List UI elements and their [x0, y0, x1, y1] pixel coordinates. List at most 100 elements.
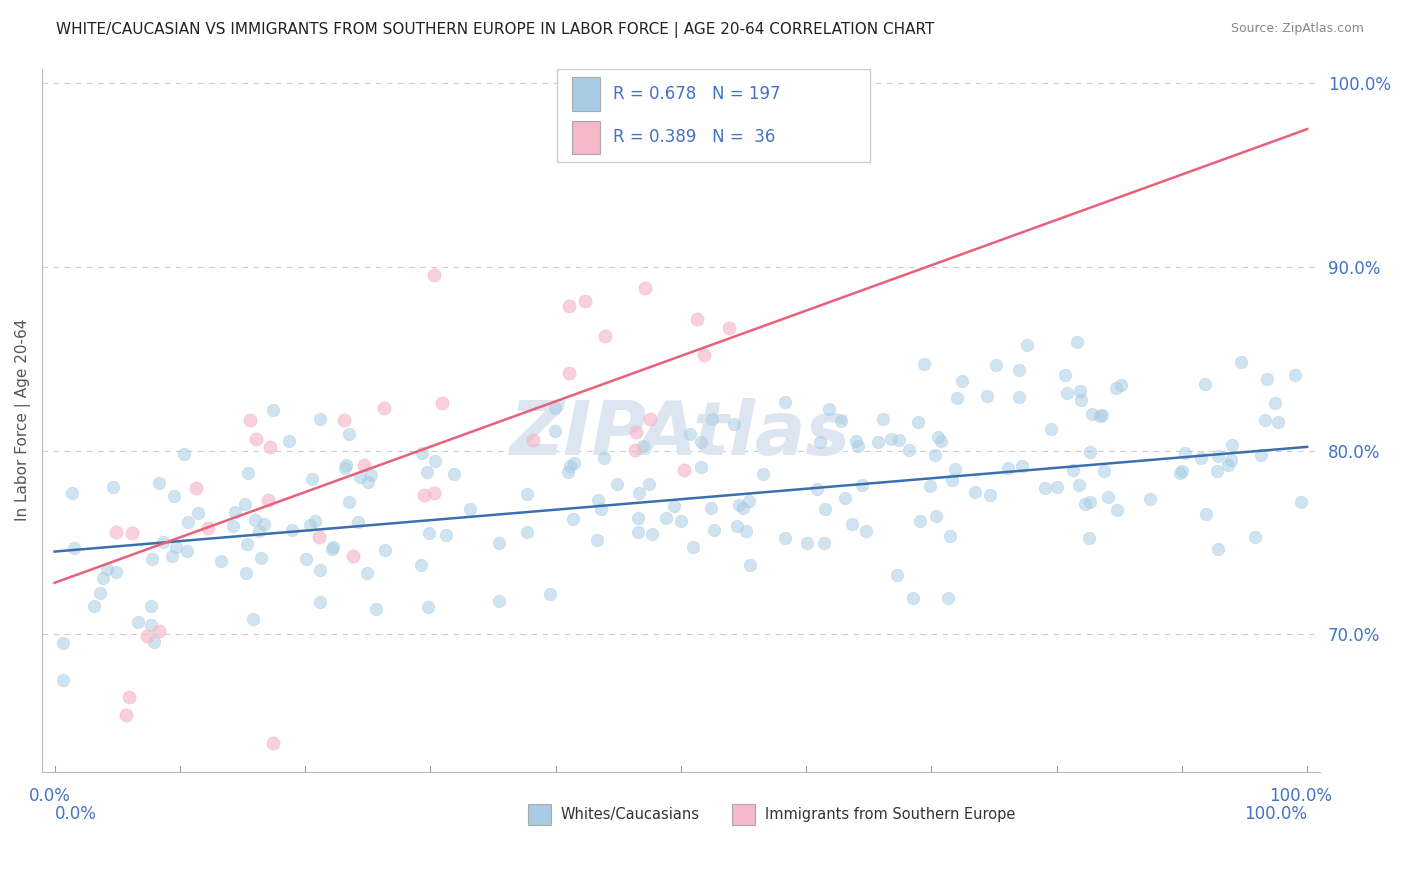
Point: [686, 312, 709, 326]
Text: 0.0%: 0.0%: [30, 787, 72, 805]
Point: [1284, 368, 1306, 383]
Point: [627, 511, 650, 525]
Point: [1056, 386, 1078, 401]
Point: [738, 558, 761, 573]
Y-axis label: In Labor Force | Age 20-64: In Labor Force | Age 20-64: [15, 319, 31, 522]
Point: [1174, 446, 1197, 460]
Point: [416, 465, 439, 479]
Point: [104, 525, 127, 540]
Bar: [572, 120, 600, 154]
Point: [941, 473, 963, 487]
Point: [411, 445, 433, 459]
Point: [855, 524, 877, 538]
Point: [357, 475, 380, 490]
Point: [238, 466, 260, 480]
Point: [139, 617, 162, 632]
Text: ZIPAtlas: ZIPAtlas: [510, 398, 852, 471]
Point: [946, 391, 969, 405]
Point: [679, 426, 702, 441]
Point: [177, 515, 200, 529]
Point: [148, 624, 170, 638]
Point: [165, 540, 187, 554]
Point: [209, 554, 232, 568]
Point: [1040, 422, 1063, 436]
Point: [846, 439, 869, 453]
Point: [127, 615, 149, 629]
Bar: [557, 69, 870, 162]
Point: [727, 498, 749, 512]
Text: 100.0%: 100.0%: [1244, 805, 1308, 823]
Point: [562, 512, 585, 526]
Point: [773, 531, 796, 545]
Point: [1090, 409, 1112, 423]
Point: [924, 448, 946, 462]
Point: [304, 514, 326, 528]
Point: [1069, 384, 1091, 399]
Point: [908, 514, 931, 528]
Point: [796, 536, 818, 550]
Point: [163, 489, 186, 503]
Point: [308, 563, 330, 577]
Text: 100.0%: 100.0%: [1270, 787, 1333, 805]
Point: [321, 542, 343, 557]
Point: [298, 518, 321, 533]
Point: [560, 459, 582, 474]
Point: [735, 524, 758, 538]
Point: [243, 513, 266, 527]
Point: [364, 602, 387, 616]
Point: [423, 268, 446, 282]
Bar: [527, 804, 551, 825]
Point: [817, 402, 839, 417]
Point: [488, 536, 510, 550]
Text: Source: ZipAtlas.com: Source: ZipAtlas.com: [1230, 22, 1364, 36]
Point: [1081, 408, 1104, 422]
Point: [752, 467, 775, 482]
Point: [1097, 490, 1119, 504]
Point: [841, 516, 863, 531]
Point: [374, 543, 396, 558]
Point: [814, 502, 837, 516]
Point: [963, 484, 986, 499]
Point: [897, 443, 920, 458]
Point: [236, 537, 259, 551]
Point: [558, 366, 581, 380]
Point: [690, 435, 713, 450]
Point: [1267, 415, 1289, 429]
Point: [806, 482, 828, 496]
Point: [1080, 445, 1102, 459]
Point: [356, 566, 378, 580]
Point: [1078, 495, 1101, 509]
Point: [301, 472, 323, 486]
Point: [1243, 530, 1265, 544]
Point: [868, 435, 890, 450]
Point: [1291, 494, 1313, 508]
Point: [347, 515, 370, 529]
Point: [557, 466, 579, 480]
Point: [176, 544, 198, 558]
Point: [83, 599, 105, 614]
Point: [257, 492, 280, 507]
Point: [412, 488, 434, 502]
Point: [627, 486, 650, 500]
Point: [984, 359, 1007, 373]
Point: [1066, 334, 1088, 349]
Point: [373, 401, 395, 416]
Text: R = 0.678   N = 197: R = 0.678 N = 197: [613, 85, 780, 103]
Point: [335, 458, 357, 473]
Point: [1168, 466, 1191, 480]
Point: [333, 461, 356, 475]
Point: [360, 468, 382, 483]
Point: [997, 461, 1019, 475]
Point: [1230, 354, 1253, 368]
Point: [623, 443, 645, 458]
Point: [950, 374, 973, 388]
Point: [738, 494, 761, 508]
Point: [655, 511, 678, 525]
Point: [1074, 497, 1097, 511]
Point: [1109, 378, 1132, 392]
Point: [693, 348, 716, 362]
Point: [353, 458, 375, 473]
Point: [152, 535, 174, 549]
Point: [488, 594, 510, 608]
Point: [1139, 491, 1161, 506]
